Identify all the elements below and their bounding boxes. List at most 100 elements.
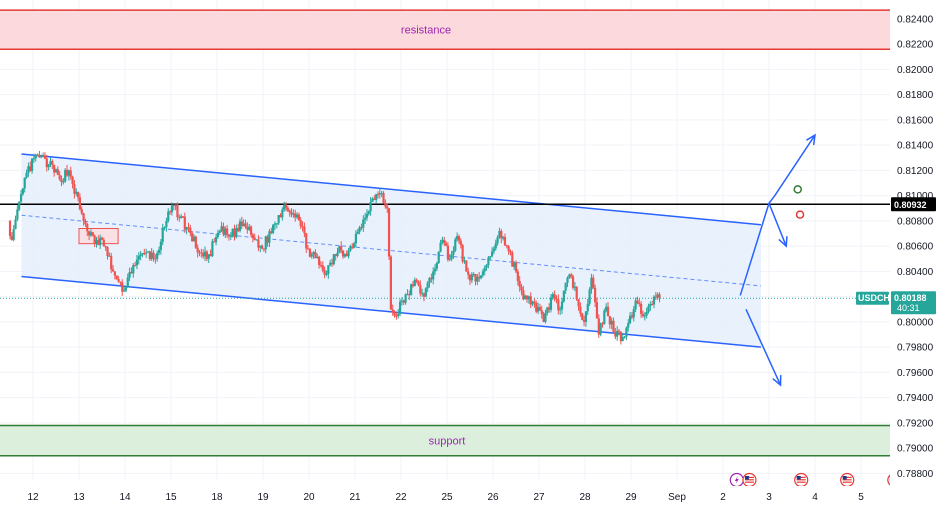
candle-body xyxy=(421,293,424,295)
candle xyxy=(165,217,168,232)
candle xyxy=(439,239,442,253)
candle xyxy=(599,322,602,337)
candle xyxy=(21,188,24,196)
candle-body xyxy=(30,158,34,172)
candle-body xyxy=(594,287,597,303)
candle xyxy=(139,251,142,261)
candle xyxy=(474,273,477,286)
candle xyxy=(555,295,558,304)
candle-body xyxy=(535,302,538,312)
candle xyxy=(579,302,582,317)
candle xyxy=(220,221,223,233)
candle-body xyxy=(402,300,405,303)
candle-body xyxy=(461,245,464,262)
candle xyxy=(121,279,124,296)
candle xyxy=(330,258,334,268)
candle-body xyxy=(542,314,545,322)
candle xyxy=(581,312,584,321)
us-flag-icon[interactable] xyxy=(840,472,855,488)
candle xyxy=(623,335,626,339)
candle-body xyxy=(343,253,346,257)
signal-marker-0[interactable] xyxy=(793,185,802,194)
time-tick-label: 14 xyxy=(119,492,131,503)
candle-body xyxy=(244,223,247,227)
channel-lower-line[interactable] xyxy=(21,275,762,348)
candle-body xyxy=(165,220,168,228)
candle-body xyxy=(575,286,578,300)
candle-body xyxy=(84,220,87,224)
candle-body xyxy=(382,193,385,203)
projection-down-small-path[interactable] xyxy=(768,202,787,247)
candle-body xyxy=(627,323,630,328)
candle xyxy=(259,245,262,253)
candle-body xyxy=(93,235,96,244)
candle-body xyxy=(380,193,383,195)
candle-body xyxy=(577,299,580,307)
us-flag-icon[interactable] xyxy=(742,472,757,488)
candle-body xyxy=(95,239,98,244)
candle-body xyxy=(364,217,367,220)
channel-upper-line[interactable] xyxy=(21,153,762,226)
resistance-zone[interactable] xyxy=(0,10,890,50)
candle-body xyxy=(168,211,172,213)
candle-body xyxy=(573,286,576,288)
candle-body xyxy=(424,288,427,297)
candle-body xyxy=(338,246,341,253)
candle-body xyxy=(463,260,466,262)
time-tick-label: Sep xyxy=(668,492,686,503)
candle xyxy=(365,209,369,221)
candle-body xyxy=(485,265,488,268)
signal-marker-1[interactable] xyxy=(795,210,805,219)
candle xyxy=(340,241,343,254)
candle-body xyxy=(106,247,109,256)
candle-body xyxy=(432,271,435,280)
candle xyxy=(351,243,354,250)
candle-body xyxy=(275,223,278,225)
candle-body xyxy=(233,228,236,238)
candle xyxy=(262,248,266,252)
candle xyxy=(97,235,100,246)
candle-body xyxy=(457,236,461,241)
price-tick-label: 0.82200 xyxy=(897,40,934,51)
candle-body xyxy=(630,315,634,318)
projection-up-path[interactable] xyxy=(739,134,816,296)
support-zone[interactable] xyxy=(0,425,890,456)
candle xyxy=(479,275,483,280)
us-flag-icon[interactable] xyxy=(794,472,809,488)
candle xyxy=(117,276,120,283)
candle xyxy=(18,201,21,212)
candle xyxy=(209,249,212,257)
candle-body xyxy=(340,246,343,251)
resistance-label: resistance xyxy=(401,25,451,37)
candle xyxy=(40,154,43,159)
candle-body xyxy=(279,215,282,218)
candle xyxy=(514,260,518,274)
candle-body xyxy=(191,232,194,242)
candle-body xyxy=(294,213,297,218)
candle-body xyxy=(651,304,654,306)
candle xyxy=(568,273,571,279)
candle-body xyxy=(80,209,83,214)
projection-down-big-path[interactable] xyxy=(745,308,782,386)
candle xyxy=(211,238,214,257)
candle-body xyxy=(623,336,626,338)
time-tick-label: 13 xyxy=(73,492,85,503)
candle-body xyxy=(468,274,472,281)
channel-mid-line[interactable] xyxy=(21,214,761,287)
candle-body xyxy=(249,226,253,235)
candle xyxy=(457,234,461,244)
candle-body xyxy=(14,219,17,230)
candle-body xyxy=(559,309,562,311)
lightning-icon[interactable] xyxy=(729,472,744,488)
candle xyxy=(533,298,536,308)
candle xyxy=(597,314,600,338)
candle xyxy=(268,229,271,248)
candle-body xyxy=(200,252,203,254)
candle xyxy=(419,280,422,297)
candle-body xyxy=(62,181,65,183)
candle xyxy=(658,292,661,303)
candle xyxy=(128,267,131,282)
candle-body xyxy=(150,252,153,260)
